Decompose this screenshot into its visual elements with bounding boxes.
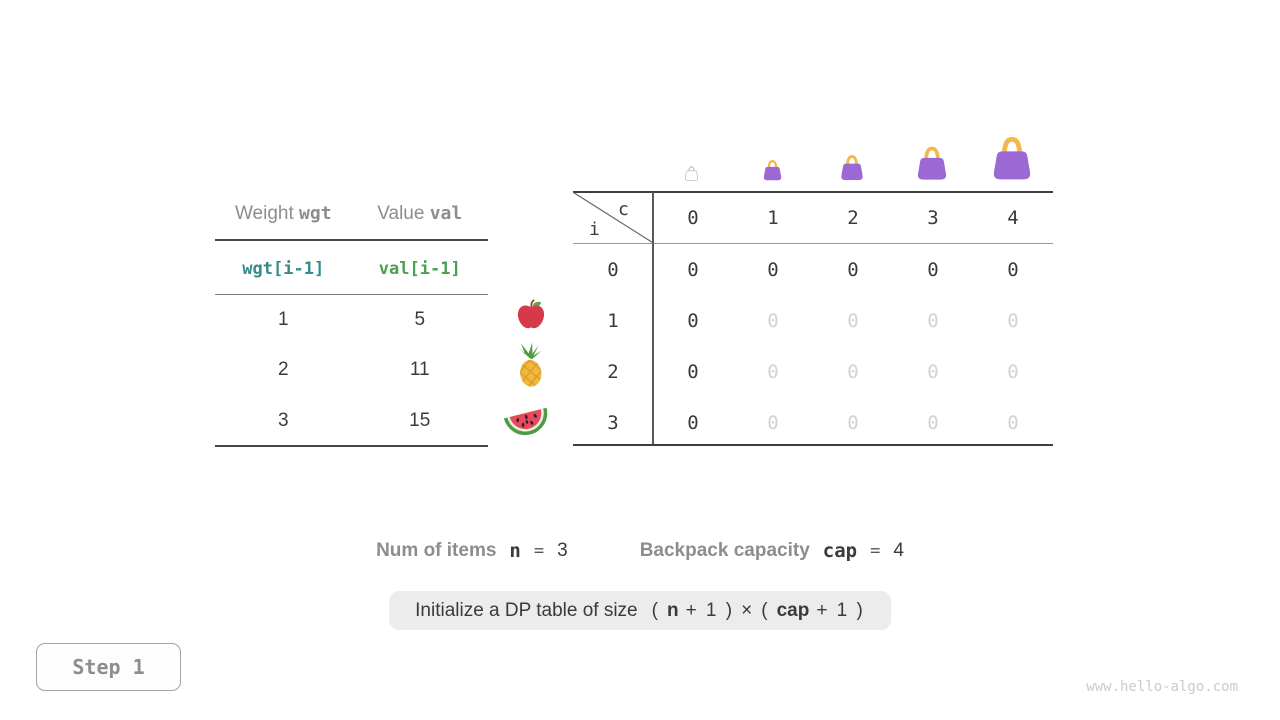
dp-corner-diagonal <box>573 192 653 243</box>
item3-weight: 3 <box>277 409 289 431</box>
dp-cell: 0 <box>1007 360 1019 383</box>
dp-col-header: 4 <box>1007 206 1019 229</box>
dp-table-cells: 0 0 0 0 0 0 0 0 0 0 0 0 0 0 0 0 0 0 0 0 <box>653 244 1053 448</box>
handbag-icon <box>762 159 783 181</box>
wgt-code-label: wgt <box>299 203 332 224</box>
parameters-legend: Num of items n = 3 Backpack capacity cap… <box>0 536 1280 566</box>
n-variable: n <box>509 540 521 562</box>
dp-row-header: 3 <box>607 411 619 434</box>
num-items-label: Num of items <box>376 540 497 561</box>
capacity-group: Backpack capacity cap = 4 <box>640 540 904 562</box>
caption-segment: × <box>741 599 755 621</box>
dp-cell: 0 <box>1007 258 1019 281</box>
items-table-top-rule <box>215 238 488 241</box>
dp-cell: 0 <box>767 309 779 332</box>
dp-row-headers: 0 1 2 3 <box>573 244 653 448</box>
caption-segment: + 1 ) <box>816 599 865 621</box>
dp-cell: 0 <box>1007 309 1019 332</box>
dp-column-headers: 0 1 2 3 4 <box>653 192 1053 243</box>
dp-col-variable: c <box>618 199 629 220</box>
items-table-code-row: wgt[i-1] val[i-1] <box>215 243 488 295</box>
dp-cell: 0 <box>767 411 779 434</box>
caption-segment: cap <box>776 599 810 621</box>
caption-segment: ( <box>761 599 770 621</box>
handbag-icon <box>839 154 865 181</box>
item3-value: 15 <box>409 409 431 431</box>
items-table-rows: 1 5 2 11 3 15 <box>215 295 488 446</box>
item2-value: 11 <box>409 359 430 381</box>
cap-value: 4 <box>893 540 904 561</box>
caption-segment: + 1 ) <box>685 599 735 621</box>
dp-table-header-rule <box>573 242 1053 244</box>
dp-cell: 0 <box>847 309 859 332</box>
pineapple-icon <box>509 343 551 389</box>
num-items-group: Num of items n = 3 <box>376 540 568 562</box>
caption-segment: n <box>666 599 679 621</box>
dp-cell: 0 <box>927 258 939 281</box>
wgt-expression: wgt[i-1] <box>242 259 325 279</box>
dp-table-top-rule <box>573 190 1053 193</box>
dp-cell: 0 <box>767 258 779 281</box>
dp-table-bottom-rule <box>573 443 1053 446</box>
dp-row-header: 0 <box>607 258 619 281</box>
dp-cell: 0 <box>687 360 699 383</box>
value-label: Value <box>377 203 425 224</box>
dp-col-header: 1 <box>767 206 779 229</box>
watermark: www.hello-algo.com <box>1086 679 1238 695</box>
dp-table-vertical-rule <box>652 192 654 444</box>
n-value: 3 <box>557 540 568 561</box>
dp-col-header: 0 <box>687 206 699 229</box>
bag-outline-icon <box>684 165 699 181</box>
val-expression: val[i-1] <box>378 259 461 279</box>
caption-segment: ( <box>651 599 660 621</box>
items-table-mid-rule <box>215 293 488 295</box>
dp-row-variable: i <box>589 219 600 240</box>
item1-weight: 1 <box>277 309 289 331</box>
weight-label: Weight <box>234 203 294 224</box>
dp-cell: 0 <box>847 258 859 281</box>
capacity-label: Backpack capacity <box>639 540 810 561</box>
dp-cell: 0 <box>847 411 859 434</box>
items-table-header: Weight wgt Value val <box>215 196 488 232</box>
dp-cell: 0 <box>927 411 939 434</box>
dp-row-header: 1 <box>607 309 619 332</box>
equals-sign: = <box>870 541 881 561</box>
dp-col-header: 3 <box>927 206 939 229</box>
dp-cell: 0 <box>767 360 779 383</box>
step-caption: Initialize a DP table of size ( n + 1 ) … <box>389 591 891 630</box>
value-column-header: Value val <box>352 203 489 225</box>
dp-cell: 0 <box>927 309 939 332</box>
watermelon-icon <box>501 397 551 439</box>
dp-cell: 0 <box>847 360 859 383</box>
item1-value: 5 <box>414 309 426 331</box>
dp-row-header: 2 <box>607 360 619 383</box>
equals-sign: = <box>533 541 545 561</box>
caption-segment: Initialize a DP table of size <box>415 599 638 621</box>
item2-weight: 2 <box>277 359 289 381</box>
handbag-icon <box>915 145 949 181</box>
items-table-bottom-rule <box>215 445 488 447</box>
apple-icon <box>515 298 547 332</box>
dp-col-header: 2 <box>847 206 859 229</box>
dp-cell: 0 <box>1007 411 1019 434</box>
cap-variable: cap <box>822 540 858 562</box>
weight-column-header: Weight wgt <box>215 203 352 225</box>
dp-cell: 0 <box>927 360 939 383</box>
step-badge: Step 1 <box>36 643 181 691</box>
dp-cell: 0 <box>687 258 699 281</box>
dp-cell: 0 <box>687 411 699 434</box>
dp-cell: 0 <box>687 309 699 332</box>
handbag-icon <box>990 135 1034 181</box>
val-code-label: val <box>429 203 463 224</box>
